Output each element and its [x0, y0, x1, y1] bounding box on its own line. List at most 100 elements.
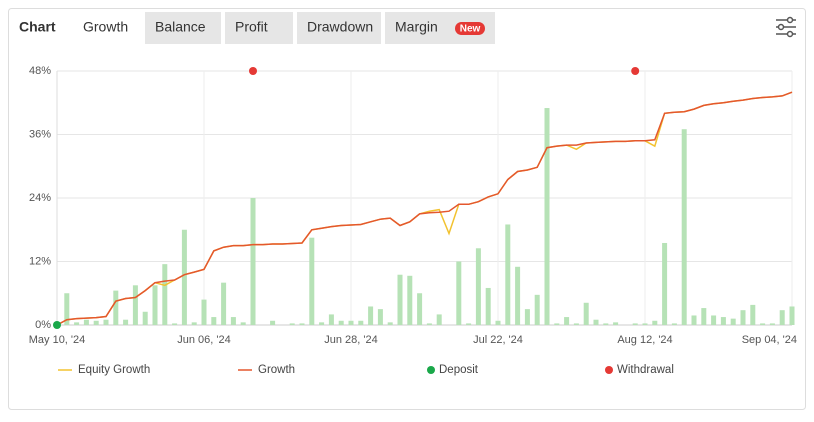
- bar: [103, 319, 109, 325]
- bar: [691, 315, 697, 325]
- bar: [593, 319, 599, 325]
- bar: [662, 242, 668, 325]
- bar: [613, 322, 619, 325]
- bar: [142, 311, 148, 325]
- x-tick-label: Jun 28, '24: [324, 334, 377, 346]
- bar: [505, 224, 511, 325]
- bar: [583, 302, 589, 325]
- legend-label: Equity Growth: [78, 364, 150, 376]
- tab[interactable]: [73, 12, 141, 44]
- bar: [701, 308, 707, 325]
- bar: [358, 320, 364, 325]
- bar: [789, 306, 795, 325]
- bar: [407, 275, 413, 325]
- bar: [113, 290, 119, 325]
- tab-label[interactable]: Balance: [155, 19, 206, 35]
- badge-text: New: [460, 24, 481, 35]
- bar: [328, 314, 334, 325]
- x-tick-label: Jul 22, '24: [473, 334, 523, 346]
- bar: [730, 318, 736, 325]
- bar: [652, 320, 658, 325]
- y-tick-label: 36%: [29, 128, 51, 140]
- bar: [671, 323, 677, 325]
- bar: [632, 323, 638, 325]
- bar: [769, 323, 775, 325]
- bar: [211, 317, 217, 325]
- settings-icon[interactable]: [776, 16, 796, 38]
- bar: [711, 315, 717, 325]
- bar: [740, 310, 746, 325]
- bar: [201, 299, 207, 325]
- bar: [64, 293, 70, 325]
- y-tick-label: 0%: [35, 319, 51, 331]
- bar: [779, 310, 785, 325]
- bar: [495, 320, 501, 325]
- point: [631, 67, 640, 75]
- legend-swatch: [605, 366, 613, 374]
- tab-label[interactable]: Drawdown: [307, 19, 373, 35]
- bar: [270, 320, 276, 325]
- bar: [83, 319, 89, 325]
- bar: [162, 264, 168, 325]
- y-tick-label: 24%: [29, 192, 51, 204]
- bar: [387, 322, 393, 325]
- point: [53, 321, 61, 329]
- x-tick-label: Sep 04, '24: [742, 334, 797, 346]
- bar: [603, 323, 609, 325]
- bar: [681, 129, 687, 325]
- point: [249, 67, 257, 75]
- bar: [368, 306, 374, 325]
- bar: [172, 323, 178, 325]
- bar: [240, 322, 246, 325]
- bar: [524, 309, 530, 325]
- y-tick-label: 48%: [29, 65, 51, 77]
- bar: [760, 323, 766, 325]
- bar: [573, 323, 579, 325]
- bar: [426, 323, 432, 325]
- bar: [299, 323, 305, 325]
- bar: [123, 319, 129, 325]
- bar: [397, 274, 403, 325]
- tab-label[interactable]: Margin: [395, 19, 438, 35]
- y-tick-label: 12%: [29, 255, 51, 267]
- x-tick-label: Aug 12, '24: [617, 334, 672, 346]
- bar: [250, 198, 256, 325]
- bar: [564, 317, 570, 325]
- tab-bar: Chart Growth Balance Profit Drawdown Margin Ne…: [19, 12, 495, 44]
- bar: [348, 320, 354, 325]
- bar: [436, 314, 442, 325]
- bar: [309, 237, 315, 325]
- bar: [93, 320, 99, 325]
- bar: [515, 266, 521, 325]
- tab-label[interactable]: Chart: [19, 19, 56, 35]
- bar: [642, 323, 648, 325]
- bar: [221, 282, 227, 325]
- x-tick-label: Jun 06, '24: [177, 334, 230, 346]
- bar: [720, 317, 726, 325]
- legend-swatch: [427, 366, 435, 374]
- bar: [74, 322, 80, 325]
- tab[interactable]: [145, 12, 221, 44]
- bar: [338, 320, 344, 325]
- bar: [417, 293, 423, 325]
- badge: [455, 22, 485, 35]
- bar: [466, 323, 472, 325]
- legend-label: Deposit: [439, 364, 479, 376]
- bar: [534, 294, 540, 325]
- bar: [456, 261, 462, 325]
- tab-label[interactable]: Growth: [83, 19, 128, 35]
- line: [56, 91, 793, 326]
- tab-label[interactable]: Profit: [235, 19, 268, 35]
- bar: [181, 229, 187, 325]
- bar: [191, 322, 197, 325]
- bar: [485, 287, 491, 325]
- tab[interactable]: [297, 12, 381, 44]
- bar: [152, 285, 158, 325]
- tab[interactable]: [225, 12, 293, 44]
- bar: [132, 285, 138, 325]
- bar: [750, 304, 756, 325]
- legend-label: Growth: [258, 364, 295, 376]
- bar: [475, 248, 481, 325]
- bar: [554, 323, 560, 325]
